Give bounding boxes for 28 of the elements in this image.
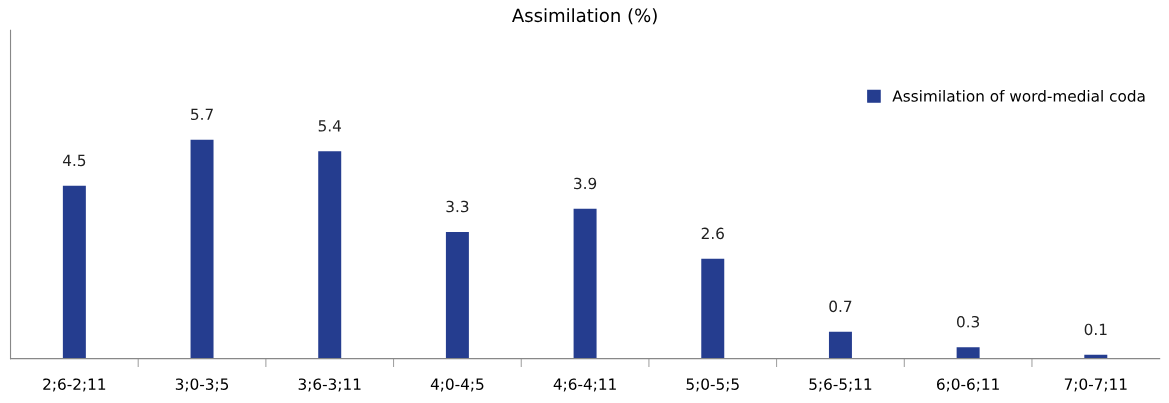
data-label: 2.6 bbox=[701, 227, 724, 240]
x-tick-label: 5;6-5;11 bbox=[809, 378, 872, 392]
data-label: 0.1 bbox=[1084, 323, 1107, 336]
data-label: 4.5 bbox=[62, 154, 86, 167]
bar bbox=[573, 208, 597, 359]
data-label: 3.9 bbox=[574, 177, 597, 190]
data-label: 0.7 bbox=[829, 300, 852, 313]
data-label: 0.3 bbox=[956, 315, 980, 328]
bar bbox=[828, 331, 852, 359]
bar bbox=[445, 231, 469, 359]
x-tick-label: 3;0-3;5 bbox=[175, 378, 229, 392]
x-tick-label: 4;0-4;5 bbox=[430, 378, 484, 392]
bar bbox=[190, 139, 214, 359]
bar bbox=[956, 347, 980, 359]
data-label: 5.7 bbox=[191, 108, 213, 121]
x-tick-label: 7;0-7;11 bbox=[1064, 378, 1127, 392]
x-tick-label: 4;6-4;11 bbox=[553, 378, 616, 392]
bar bbox=[318, 151, 342, 359]
x-tick-label: 3;6-3;11 bbox=[298, 378, 361, 392]
bar bbox=[701, 258, 725, 359]
x-tick-label: 2;6-2;11 bbox=[43, 378, 106, 392]
data-label: 5.4 bbox=[318, 120, 342, 132]
bar bbox=[62, 185, 86, 359]
x-tick-label: 5;0-5;5 bbox=[686, 378, 739, 392]
x-tick-label: 6;0-6;11 bbox=[936, 378, 999, 392]
chart-title: Assimilation (%) bbox=[512, 8, 657, 25]
data-label: 3.3 bbox=[446, 200, 469, 213]
legend-label: Assimilation of word-medial coda bbox=[892, 89, 1145, 102]
